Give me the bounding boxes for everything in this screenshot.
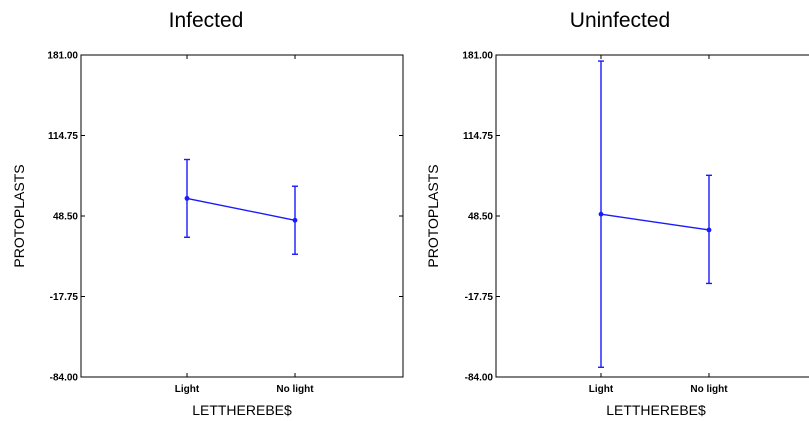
x-tick-label: Light	[589, 384, 614, 395]
x-ticks: Light No light	[589, 55, 728, 395]
data-point	[706, 227, 712, 233]
x-ticks: Light No light	[175, 55, 314, 395]
x-tick-label: No light	[690, 384, 728, 395]
x-tick-label: No light	[276, 384, 314, 395]
y-tick-label: -17.75	[465, 292, 494, 303]
plot-frame	[495, 54, 809, 378]
plot-frame	[80, 54, 404, 378]
y-tick-label: -84.00	[465, 373, 494, 384]
y-tick-label: 181.00	[462, 51, 493, 62]
y-tick-label: 48.50	[53, 212, 78, 223]
y-tick-label: 181.00	[47, 51, 78, 62]
y-ticks: 181.00 114.75 48.50 -17.75 -84.00	[47, 51, 403, 384]
data-point	[292, 217, 298, 223]
series	[598, 60, 712, 368]
y-axis-label: PROTOPLASTS	[425, 164, 441, 267]
data-point	[598, 211, 604, 217]
series-line	[186, 197, 296, 221]
y-tick-label: 114.75	[463, 131, 493, 142]
data-point	[184, 195, 190, 201]
panel-infected: Infected 181.00 114.75 48.50 -17.75 -84.00 L…	[11, 9, 404, 418]
x-axis-label: LETTHEREBE$	[192, 402, 292, 418]
y-tick-label: 114.75	[48, 131, 78, 142]
y-ticks: 181.00 114.75 48.50 -17.75 -84.00	[462, 51, 500, 384]
y-tick-label: -17.75	[50, 292, 79, 303]
y-axis-label: PROTOPLASTS	[11, 164, 27, 267]
panel-title: Uninfected	[570, 9, 670, 32]
x-tick-label: Light	[175, 384, 200, 395]
y-tick-label: -84.00	[50, 373, 79, 384]
panel-title: Infected	[169, 9, 244, 32]
x-axis-label: LETTHEREBE$	[606, 402, 706, 418]
y-tick-label: 48.50	[468, 212, 493, 223]
series	[184, 158, 298, 255]
series-line	[600, 213, 710, 231]
panel-uninfected: Uninfected 181.00 114.75 48.50 -17.75 -84.00…	[425, 9, 809, 418]
